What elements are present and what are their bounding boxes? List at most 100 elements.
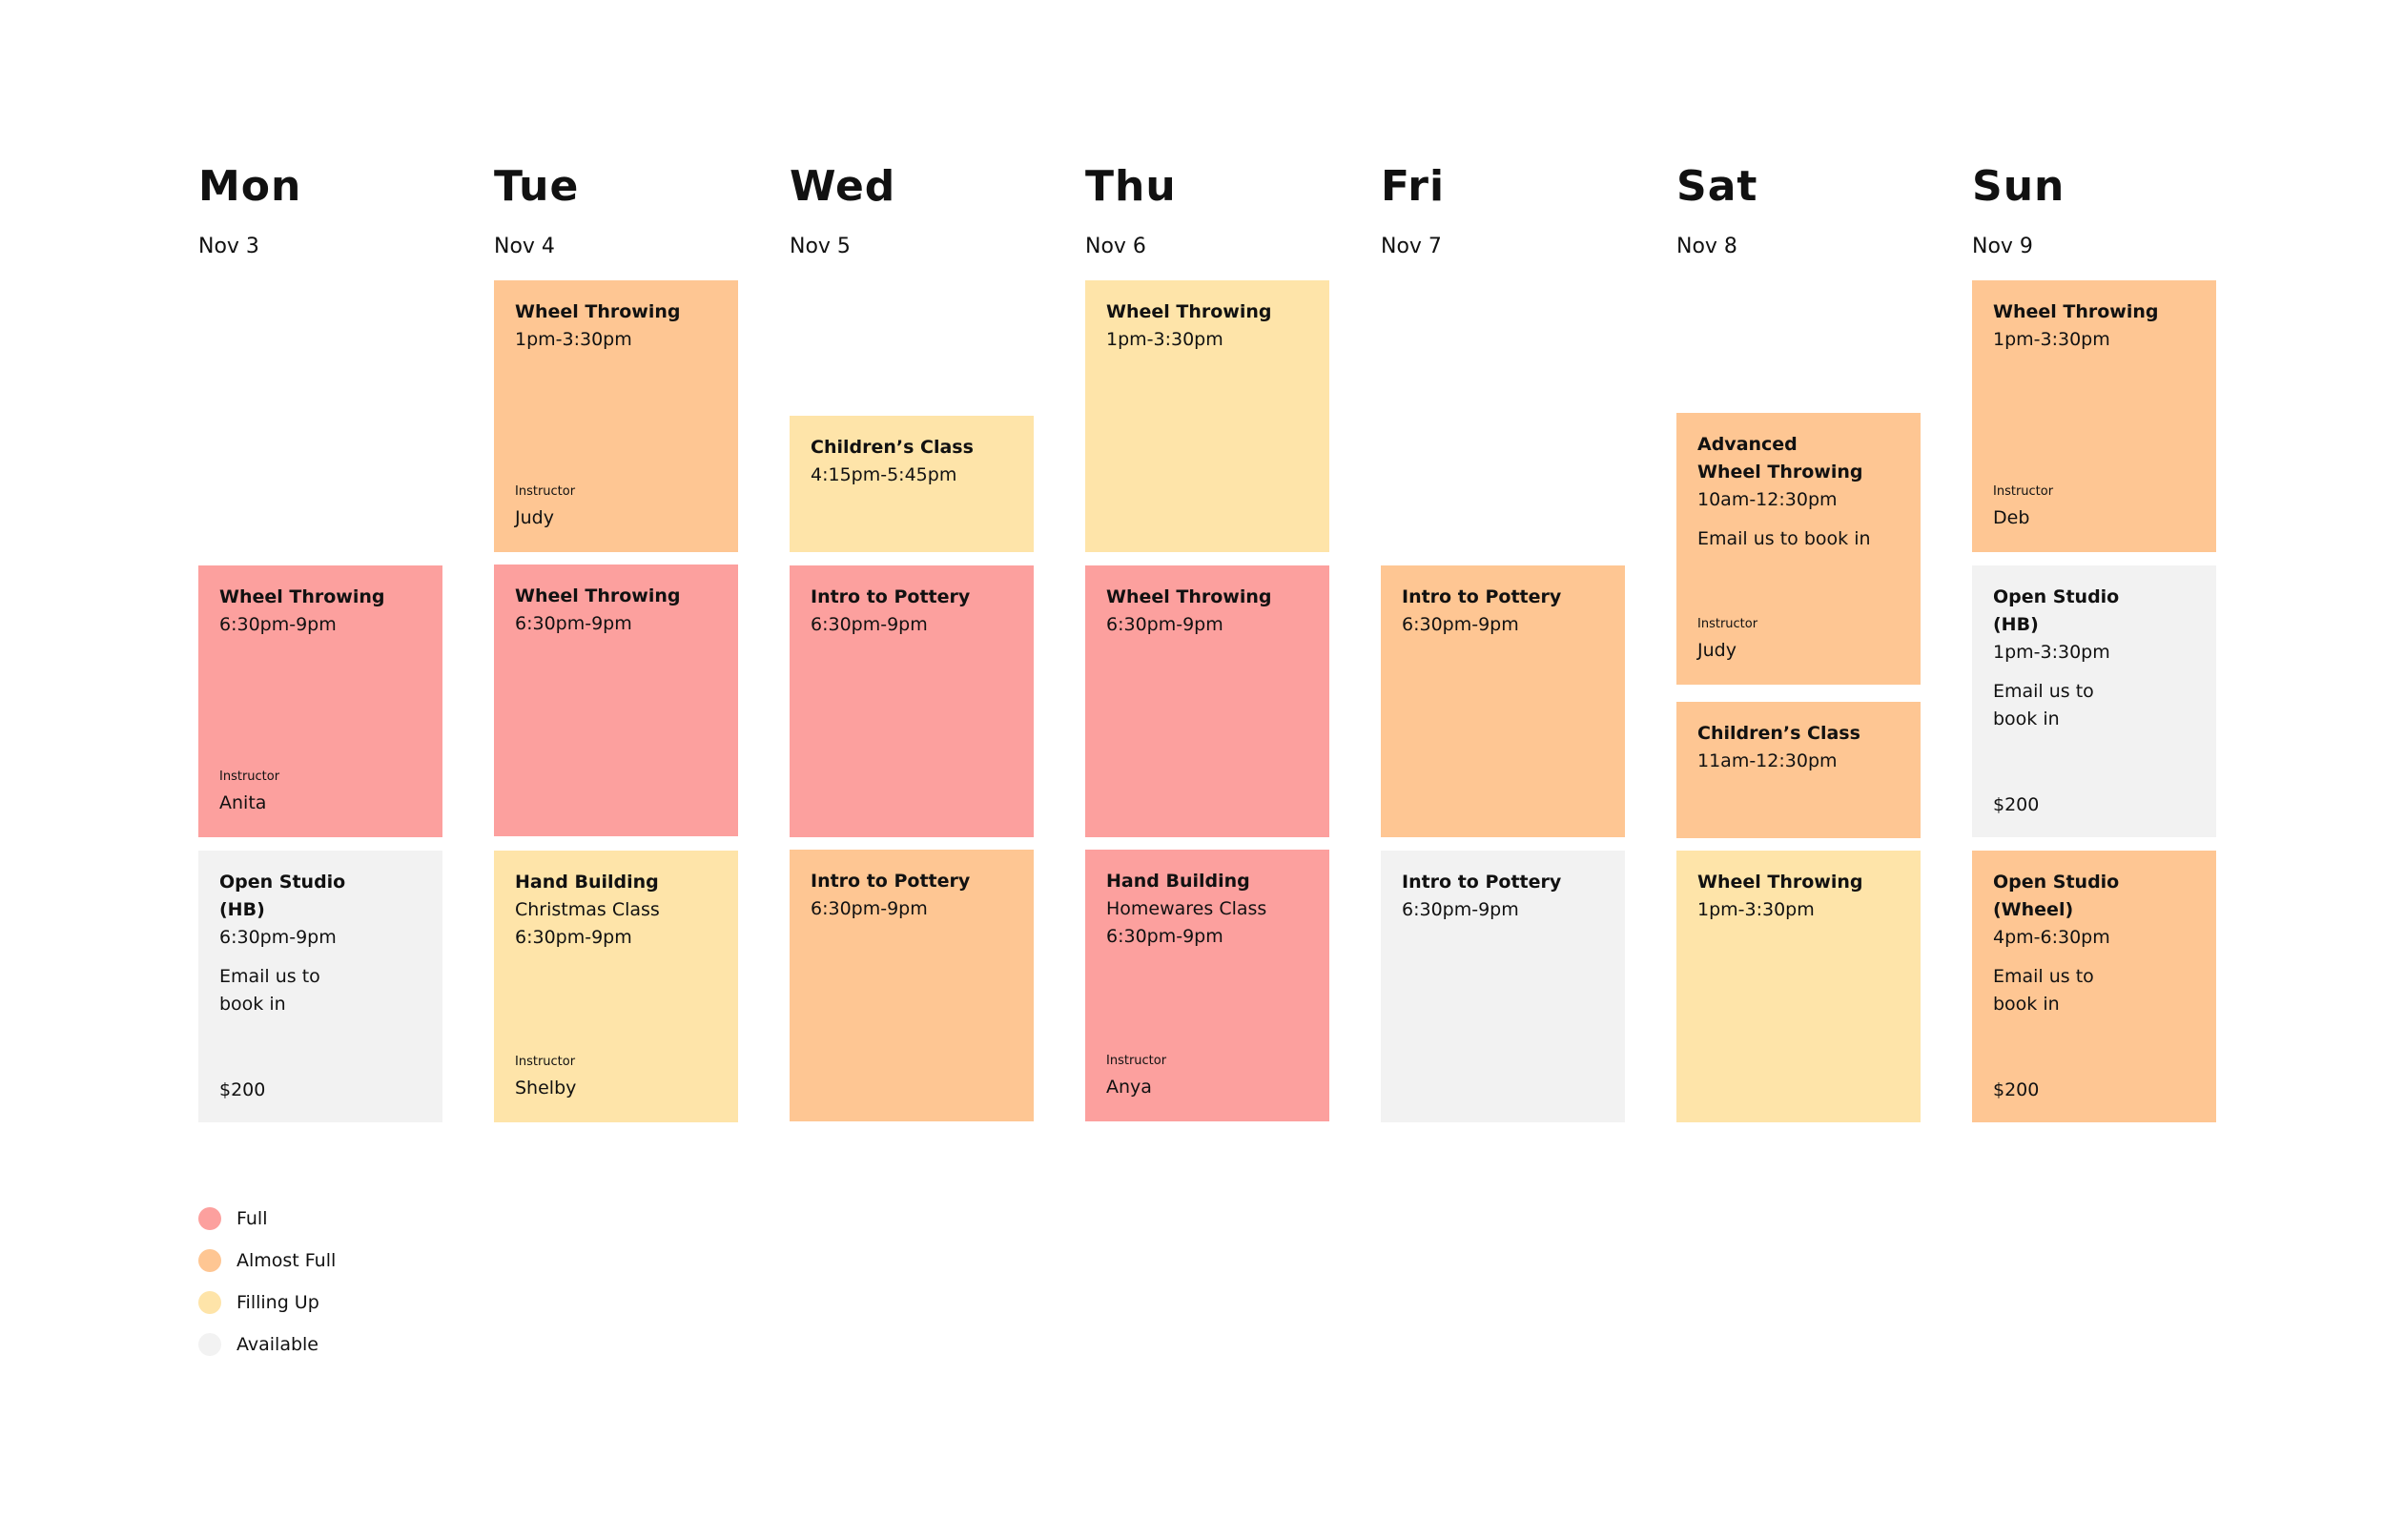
instructor-name: Deb [1993, 507, 2030, 528]
day-name: Thu [1085, 162, 1177, 211]
day-date: Nov 3 [198, 235, 259, 258]
class-card-tue-wheel-throwing-afternoon[interactable]: Wheel Throwing 1pm-3:30pm Instructor Jud… [494, 280, 738, 552]
class-card-mon-open-studio[interactable]: Open Studio (HB) 6:30pm-9pm Email us to … [198, 851, 442, 1122]
day-name: Tue [494, 162, 580, 211]
legend-dot-filling-up [198, 1291, 221, 1314]
legend-item-available: Available [198, 1324, 336, 1365]
instructor-name: Judy [1697, 640, 1737, 661]
legend-label: Filling Up [236, 1292, 319, 1313]
class-title: Children’s Class [811, 437, 974, 458]
legend-dot-almost-full [198, 1249, 221, 1272]
class-title: Open Studio (HB) [219, 872, 346, 920]
legend-label: Almost Full [236, 1250, 337, 1271]
legend-dot-full [198, 1207, 221, 1230]
class-time: 1pm-3:30pm [1697, 899, 1815, 920]
day-column-thu: Thu Nov 6 Wheel Throwing 1pm-3:30pm Whee… [1085, 0, 1329, 1144]
class-card-mon-wheel-throwing[interactable]: Wheel Throwing 6:30pm-9pm Instructor Ani… [198, 565, 442, 837]
class-card-thu-wheel-throwing-evening[interactable]: Wheel Throwing 6:30pm-9pm [1085, 565, 1329, 837]
availability-legend: Full Almost Full Filling Up Available [198, 1198, 336, 1365]
class-title: Wheel Throwing [1106, 586, 1272, 607]
class-time: 6:30pm-9pm [811, 898, 928, 919]
class-time: 4:15pm-5:45pm [811, 464, 957, 485]
class-card-fri-intro-to-pottery-1[interactable]: Intro to Pottery 6:30pm-9pm [1381, 565, 1625, 837]
class-time: 6:30pm-9pm [811, 614, 928, 635]
class-card-thu-hand-building[interactable]: Hand Building Homewares Class 6:30pm-9pm… [1085, 850, 1329, 1121]
class-card-thu-wheel-throwing-afternoon[interactable]: Wheel Throwing 1pm-3:30pm [1085, 280, 1329, 552]
class-card-sun-open-studio-hb[interactable]: Open Studio (HB) 1pm-3:30pm Email us to … [1972, 565, 2216, 837]
class-time: 10am-12:30pm [1697, 489, 1838, 510]
class-title: Open Studio (HB) [1993, 586, 2120, 635]
class-title: Intro to Pottery [811, 586, 971, 607]
class-time: 6:30pm-9pm [1106, 926, 1223, 947]
legend-dot-available [198, 1333, 221, 1356]
instructor-block: Instructor Anya [1106, 1053, 1166, 1099]
class-time: 1pm-3:30pm [1106, 329, 1223, 350]
instructor-block: Instructor Judy [515, 483, 575, 529]
day-column-fri: Fri Nov 7 Intro to Pottery 6:30pm-9pm In… [1381, 0, 1625, 1144]
day-date: Nov 4 [494, 235, 555, 258]
legend-item-full: Full [198, 1198, 336, 1240]
class-card-fri-intro-to-pottery-2[interactable]: Intro to Pottery 6:30pm-9pm [1381, 851, 1625, 1122]
instructor-name: Judy [515, 507, 554, 528]
class-price: $200 [1993, 1079, 2040, 1100]
day-date: Nov 9 [1972, 235, 2033, 258]
class-title: Wheel Throwing [1993, 301, 2159, 322]
class-time: 6:30pm-9pm [515, 613, 632, 634]
instructor-label: Instructor [1106, 1054, 1167, 1068]
legend-item-almost-full: Almost Full [198, 1240, 336, 1282]
class-card-tue-wheel-throwing-evening[interactable]: Wheel Throwing 6:30pm-9pm [494, 565, 738, 836]
booking-note: Email us to book in [1993, 966, 2094, 1015]
class-title: Hand Building [1106, 871, 1250, 892]
class-card-sat-childrens-class[interactable]: Children’s Class 11am-12:30pm [1676, 702, 1921, 838]
instructor-block: Instructor Anita [219, 769, 279, 814]
day-name: Fri [1381, 162, 1446, 211]
instructor-name: Shelby [515, 1078, 577, 1099]
class-subtitle: Homewares Class [1106, 898, 1267, 919]
class-card-sat-advanced-wheel-throwing[interactable]: Advanced Wheel Throwing 10am-12:30pm Ema… [1676, 413, 1921, 685]
class-price: $200 [1993, 794, 2040, 815]
instructor-name: Anita [219, 792, 267, 813]
class-title: Hand Building [515, 872, 659, 893]
day-date: Nov 8 [1676, 235, 1737, 258]
class-title: Intro to Pottery [811, 871, 971, 892]
instructor-name: Anya [1106, 1077, 1152, 1098]
class-subtitle: Christmas Class [515, 899, 660, 920]
class-title: Intro to Pottery [1402, 586, 1562, 607]
class-title: Wheel Throwing [1106, 301, 1272, 322]
class-time: 4pm-6:30pm [1993, 927, 2110, 948]
class-title: Wheel Throwing [1697, 872, 1863, 893]
day-name: Sun [1972, 162, 2065, 211]
class-card-tue-hand-building[interactable]: Hand Building Christmas Class 6:30pm-9pm… [494, 851, 738, 1122]
booking-note: Email us to book in [1697, 528, 1871, 549]
instructor-label: Instructor [1697, 617, 1758, 631]
day-name: Wed [790, 162, 896, 211]
class-time: 1pm-3:30pm [515, 329, 632, 350]
class-time: 1pm-3:30pm [1993, 642, 2110, 663]
instructor-label: Instructor [515, 1055, 576, 1069]
class-card-sat-wheel-throwing[interactable]: Wheel Throwing 1pm-3:30pm [1676, 851, 1921, 1122]
day-column-mon: Mon Nov 3 Wheel Throwing 6:30pm-9pm Inst… [198, 0, 442, 1144]
day-date: Nov 6 [1085, 235, 1146, 258]
class-card-sun-open-studio-wheel[interactable]: Open Studio (Wheel) 4pm-6:30pm Email us … [1972, 851, 2216, 1122]
day-column-sun: Sun Nov 9 Wheel Throwing 1pm-3:30pm Inst… [1972, 0, 2216, 1144]
day-column-wed: Wed Nov 5 Children’s Class 4:15pm-5:45pm… [790, 0, 1034, 1144]
class-time: 1pm-3:30pm [1993, 329, 2110, 350]
day-date: Nov 5 [790, 235, 851, 258]
class-title: Open Studio (Wheel) [1993, 872, 2120, 920]
instructor-block: Instructor Shelby [515, 1054, 576, 1099]
legend-item-filling-up: Filling Up [198, 1282, 336, 1324]
class-title: Intro to Pottery [1402, 872, 1562, 893]
instructor-label: Instructor [219, 770, 280, 784]
class-time: 6:30pm-9pm [219, 927, 337, 948]
class-title: Wheel Throwing [515, 585, 681, 606]
class-time: 6:30pm-9pm [219, 614, 337, 635]
class-price: $200 [219, 1079, 266, 1100]
day-date: Nov 7 [1381, 235, 1442, 258]
class-card-wed-childrens-class[interactable]: Children’s Class 4:15pm-5:45pm [790, 416, 1034, 552]
class-card-wed-intro-to-pottery-2[interactable]: Intro to Pottery 6:30pm-9pm [790, 850, 1034, 1121]
legend-label: Full [236, 1208, 268, 1229]
class-card-sun-wheel-throwing[interactable]: Wheel Throwing 1pm-3:30pm Instructor Deb [1972, 280, 2216, 552]
class-title: Advanced Wheel Throwing [1697, 434, 1863, 483]
instructor-label: Instructor [1993, 484, 2054, 499]
class-card-wed-intro-to-pottery-1[interactable]: Intro to Pottery 6:30pm-9pm [790, 565, 1034, 837]
